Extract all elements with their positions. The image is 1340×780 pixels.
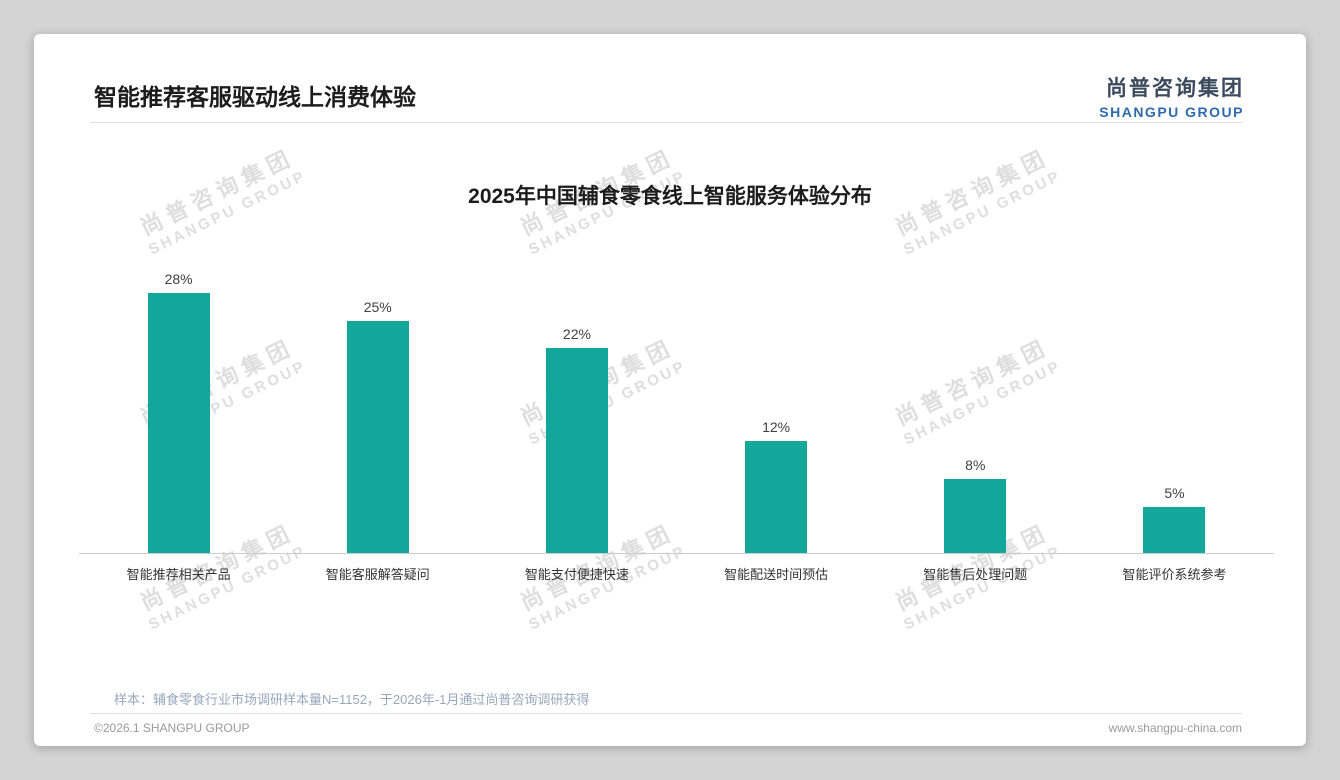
category-label: 智能推荐相关产品 xyxy=(126,567,231,582)
category-label: 智能支付便捷快速 xyxy=(524,567,629,582)
bar xyxy=(346,320,409,553)
bar-column: 22% xyxy=(477,224,676,553)
bar-value-label: 25% xyxy=(363,298,392,315)
bar-column: 25% xyxy=(278,224,477,553)
sample-note: 样本：辅食零食行业市场调研样本量N=1152，于2026年-1月通过尚普咨询调研… xyxy=(114,692,590,707)
footer-divider xyxy=(90,713,1242,714)
slide-content: 智能推荐客服驱动线上消费体验 尚普咨询集团 SHANGPU GROUP 2025… xyxy=(34,34,1306,746)
bar-value-label: 22% xyxy=(562,326,591,343)
bar xyxy=(147,292,210,553)
bar-value-label: 8% xyxy=(965,456,986,473)
company-logo: 尚普咨询集团 SHANGPU GROUP xyxy=(1099,72,1244,120)
logo-text-en: SHANGPU GROUP xyxy=(1099,104,1244,120)
logo-text-cn: 尚普咨询集团 xyxy=(1106,77,1244,100)
bar xyxy=(745,441,808,553)
category-label: 智能配送时间预估 xyxy=(724,567,829,582)
bar-column: 5% xyxy=(1075,224,1274,553)
page-title: 智能推荐客服驱动线上消费体验 xyxy=(94,84,416,110)
slide-card: 尚普咨询集团 SHANGPU GROUP 尚普咨询集团 SHANGPU GROUP 尚普… xyxy=(34,34,1306,746)
category-label: 智能售后处理问题 xyxy=(923,567,1028,582)
bar xyxy=(1143,506,1206,553)
copyright-text: ©2026.1 SHANGPU GROUP xyxy=(94,721,250,735)
category-axis: 智能推荐相关产品 智能客服解答疑问 智能支付便捷快速 智能配送时间预估 智能售后处理问题… xyxy=(79,564,1274,583)
category-label: 智能评价系统参考 xyxy=(1122,567,1227,582)
website-url: www.shangpu-china.com xyxy=(1108,721,1242,735)
bar-column: 28% xyxy=(79,224,278,553)
footer: ©2026.1 SHANGPU GROUP www.shangpu-china.… xyxy=(94,721,1242,735)
header-divider xyxy=(90,122,1242,123)
chart-title: 2025年中国辅食零食线上智能服务体验分布 xyxy=(468,185,872,208)
bar-column: 12% xyxy=(677,224,876,553)
bar-value-label: 12% xyxy=(762,419,791,436)
bar-value-label: 28% xyxy=(164,270,193,287)
bar xyxy=(944,478,1007,553)
bar-column: 8% xyxy=(876,224,1075,553)
bar-value-label: 5% xyxy=(1164,484,1185,501)
bar xyxy=(545,348,608,553)
bar-chart: 28% 25% 22% 12% 8% 5% xyxy=(79,224,1274,554)
category-label: 智能客服解答疑问 xyxy=(325,567,430,582)
